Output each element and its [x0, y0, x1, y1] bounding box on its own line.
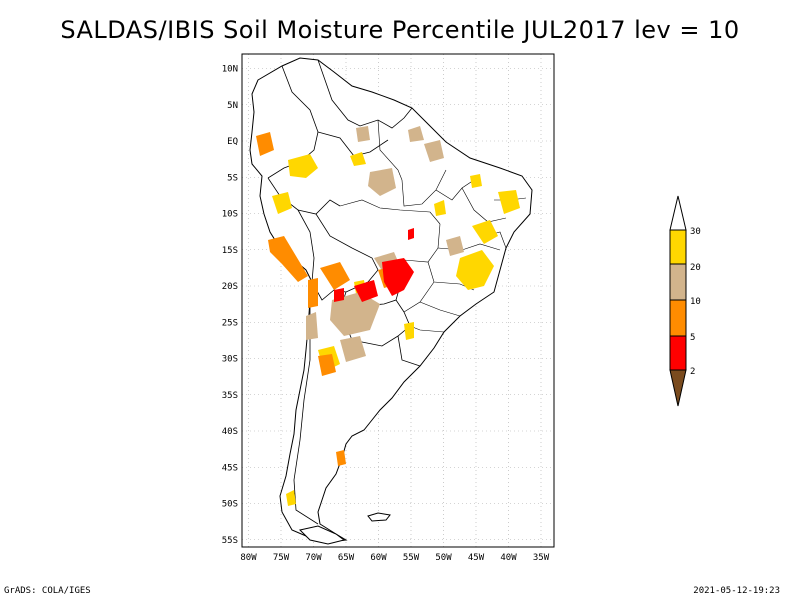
- lon-tick-label: 65W: [338, 553, 355, 563]
- lon-tick-label: 55W: [403, 553, 420, 563]
- lat-tick-label: 30S: [222, 355, 238, 365]
- lat-tick-label: 35S: [222, 391, 238, 401]
- axis-labels: 10N 5N EQ 5S 10S 15S 20S 25S 30S 35S 40S 45S 50S 55S8…: [222, 65, 550, 564]
- patch-20-30: [472, 220, 498, 244]
- lat-tick-label: 25S: [222, 318, 238, 328]
- tierra-del-fuego: [299, 525, 346, 545]
- south-america-land: [249, 57, 533, 543]
- lon-tick-label: 50W: [435, 553, 452, 563]
- lat-tick-label: 10N: [222, 65, 238, 75]
- patch-20-30: [272, 192, 292, 214]
- patch-2-5: [382, 258, 414, 296]
- lat-tick-label: 5S: [227, 173, 238, 183]
- patch-10-20: [306, 312, 318, 340]
- patch-20-30: [434, 200, 446, 216]
- lat-tick-label: 15S: [222, 246, 238, 256]
- map-frame: [241, 53, 555, 548]
- lat-tick-label: 5N: [227, 101, 238, 111]
- legend-label: 10: [690, 297, 701, 307]
- patch-10-20: [446, 236, 464, 256]
- footer-credit: GrADS: COLA/IGES: [4, 586, 91, 596]
- patch-10-20: [330, 292, 380, 336]
- patch-10-20: [424, 140, 444, 162]
- patch-20-30: [456, 250, 494, 290]
- patch-20-30: [350, 152, 366, 166]
- lon-tick-label: 80W: [240, 553, 257, 563]
- patch-5-10: [320, 262, 350, 290]
- patch-5-10: [336, 450, 346, 466]
- lon-tick-label: 60W: [370, 553, 387, 563]
- legend-swatch: [669, 229, 687, 265]
- lat-tick-label: EQ: [227, 137, 238, 147]
- patch-5-10: [268, 236, 308, 282]
- falkland-islands: [367, 512, 391, 522]
- legend-swatch: [669, 299, 687, 337]
- legend-label: 30: [690, 227, 701, 237]
- patch-20-30: [286, 490, 296, 506]
- patch-5-10: [308, 278, 318, 308]
- footer-timestamp: 2021-05-12-19:23: [693, 586, 780, 596]
- patch-20-30: [288, 154, 318, 178]
- lon-tick-label: 70W: [305, 553, 322, 563]
- patch-10-20: [408, 126, 424, 142]
- legend-swatch-top: [669, 195, 687, 231]
- lon-tick-label: 35W: [533, 553, 550, 563]
- patch-20-30: [498, 190, 520, 214]
- lat-tick-label: 40S: [222, 427, 238, 437]
- lon-tick-label: 75W: [273, 553, 290, 563]
- patch-2-5: [354, 280, 378, 302]
- percentile-patches: [256, 126, 520, 506]
- map-title: SALDAS/IBIS Soil Moisture Percentile JUL…: [60, 16, 740, 44]
- legend-label: 20: [690, 263, 701, 273]
- patch-5-10: [256, 132, 274, 156]
- lon-tick-label: 45W: [468, 553, 485, 563]
- patch-2-5: [408, 228, 414, 240]
- lat-tick-label: 10S: [222, 210, 238, 220]
- patch-10-20: [340, 336, 366, 362]
- lat-tick-label: 55S: [222, 536, 238, 546]
- lat-tick-label: 50S: [222, 500, 238, 510]
- patch-10-20: [368, 168, 396, 196]
- patch-20-30: [404, 322, 414, 340]
- colorbar-legend: 30 20 10 5 2: [669, 195, 701, 407]
- legend-swatch: [669, 335, 687, 371]
- patch-2-5: [334, 288, 344, 302]
- patch-5-10: [318, 354, 336, 376]
- patch-20-30: [470, 174, 482, 188]
- lon-tick-label: 40W: [500, 553, 517, 563]
- legend-label: 5: [690, 333, 695, 343]
- patch-10-20: [356, 126, 370, 142]
- legend-label: 2: [690, 367, 695, 377]
- legend-swatch-bottom: [669, 369, 687, 407]
- lat-tick-label: 45S: [222, 463, 238, 473]
- legend-swatch: [669, 263, 687, 301]
- lat-tick-label: 20S: [222, 282, 238, 292]
